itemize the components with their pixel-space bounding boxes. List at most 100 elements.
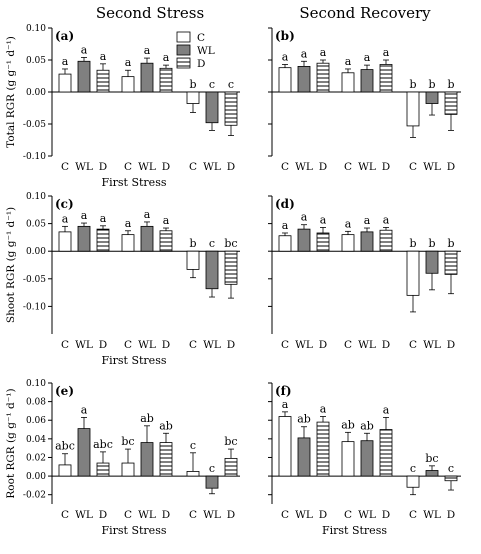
- significance-letter: a: [320, 403, 327, 416]
- legend-label-wl: WL: [197, 45, 215, 57]
- significance-letter: ab: [297, 413, 311, 426]
- x-tick-label: C: [124, 509, 132, 521]
- y-tick-label: 0.08: [26, 398, 46, 408]
- x-tick-label: WL: [358, 161, 376, 173]
- bar-c: [406, 250, 420, 296]
- significance-letter: b: [447, 78, 454, 91]
- significance-letter: c: [228, 78, 234, 91]
- x-tick-label: WL: [203, 161, 221, 173]
- y-tick-label: -0.05: [23, 275, 46, 285]
- bar-wl: [425, 470, 439, 477]
- bar-c: [278, 235, 292, 252]
- y-tick-label: -0.02: [23, 491, 46, 501]
- x-tick-label: C: [344, 339, 352, 351]
- x-tick-label: D: [99, 161, 107, 173]
- bar-c: [278, 416, 292, 477]
- y-tick-label: 0.00: [26, 472, 46, 482]
- bar-c: [58, 73, 72, 93]
- significance-letter: a: [301, 47, 308, 60]
- legend-label-c: C: [197, 32, 205, 44]
- x-tick-label: C: [189, 509, 197, 521]
- bar-c: [341, 441, 355, 477]
- bar-d: [96, 462, 110, 477]
- x-tick-label: D: [227, 509, 235, 521]
- x-tick-label: C: [61, 161, 69, 173]
- x-tick-label: D: [447, 339, 455, 351]
- x-tick-label: D: [382, 339, 390, 351]
- x-tick-label: WL: [203, 339, 221, 351]
- panel-d: (d)a aba aba abC WL D C WL D C WL D: [268, 195, 461, 351]
- bar-wl: [360, 440, 374, 477]
- significance-letter: abc: [55, 440, 75, 453]
- bar-wl: [77, 60, 91, 93]
- significance-letter: ab: [341, 418, 355, 431]
- significance-letter: b: [409, 237, 416, 250]
- x-tick-label: D: [227, 161, 235, 173]
- significance-letter: ab: [360, 419, 374, 432]
- bar-c: [58, 231, 72, 252]
- bar-d: [96, 228, 110, 252]
- significance-letter: a: [364, 214, 371, 227]
- bar-wl: [140, 442, 154, 477]
- y-axis-label: Total RGR (g g⁻¹ d⁻¹): [5, 36, 17, 148]
- panel-label: (c): [55, 197, 74, 211]
- y-tick-label: 0.02: [26, 453, 46, 463]
- x-tick-label: WL: [295, 509, 313, 521]
- significance-letter: a: [144, 208, 151, 221]
- x-tick-label: WL: [295, 339, 313, 351]
- significance-letter: c: [410, 462, 416, 475]
- panel-label: (d): [275, 197, 295, 211]
- bar-wl: [140, 62, 154, 93]
- x-tick-label: C: [124, 161, 132, 173]
- bar-c: [121, 76, 135, 93]
- x-tick-label: D: [99, 509, 107, 521]
- bar-d: [224, 250, 238, 285]
- significance-letter: b: [409, 78, 416, 91]
- significance-letter: a: [144, 44, 151, 57]
- bar-wl: [297, 228, 311, 252]
- bar-c: [58, 464, 72, 477]
- significance-letter: a: [345, 55, 352, 68]
- x-tick-label: C: [409, 509, 417, 521]
- bar-wl: [360, 231, 374, 252]
- bar-c: [186, 250, 200, 270]
- significance-letter: b: [428, 237, 435, 250]
- y-tick-label: 0.05: [26, 220, 46, 230]
- bar-c: [341, 234, 355, 252]
- panel-e: -0.02 0.00 0.02 0.04 0.06 0.08 0.10 Root RGR (g…: [5, 379, 240, 537]
- x-tick-label: D: [99, 339, 107, 351]
- bar-c: [121, 462, 135, 477]
- panel-a: -0.10 -0.05 0.00 0.05 0.10 Total RGR (g g⁻¹ d…: [5, 24, 240, 189]
- x-tick-label: C: [344, 161, 352, 173]
- x-tick-label: D: [447, 161, 455, 173]
- x-tick-label: D: [162, 509, 170, 521]
- y-tick-label: 0.05: [26, 56, 46, 66]
- significance-letter: a: [81, 209, 88, 222]
- bar-d: [96, 69, 110, 93]
- significance-letter: a: [301, 211, 308, 224]
- bar-wl: [425, 91, 439, 104]
- significance-letter: a: [125, 217, 132, 230]
- y-tick-label: 0.00: [26, 88, 46, 98]
- bar-wl: [205, 91, 219, 124]
- significance-letter: bc: [224, 237, 237, 250]
- significance-letter: bc: [121, 435, 134, 448]
- bar-c: [186, 471, 200, 477]
- x-tick-label: WL: [295, 161, 313, 173]
- significance-letter: a: [163, 214, 170, 227]
- significance-letter: ab: [140, 412, 154, 425]
- x-tick-label: C: [61, 509, 69, 521]
- significance-letter: a: [81, 43, 88, 56]
- x-tick-label: D: [382, 161, 390, 173]
- significance-letter: a: [383, 46, 390, 59]
- bar-d: [224, 91, 238, 126]
- x-tick-label: WL: [138, 339, 156, 351]
- panel-label: (e): [55, 384, 74, 398]
- significance-letter: a: [282, 50, 289, 63]
- significance-letter: ab: [159, 419, 173, 432]
- significance-letter: a: [62, 212, 69, 225]
- bar-d: [316, 421, 330, 477]
